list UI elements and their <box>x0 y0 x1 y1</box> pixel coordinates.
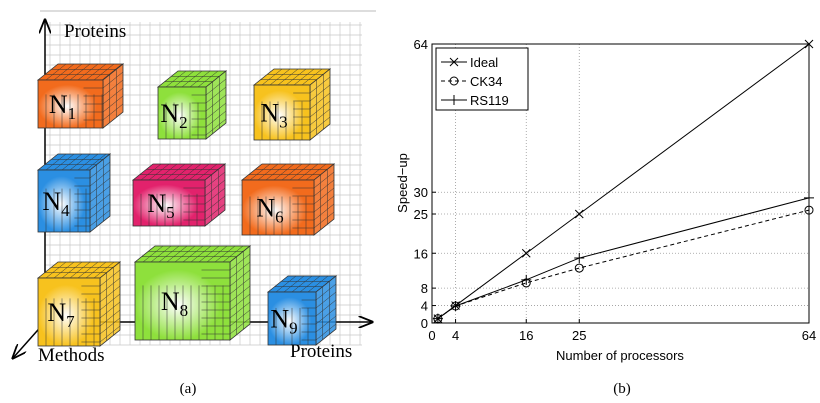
y-tick-label: 8 <box>421 281 428 296</box>
legend-label: RS119 <box>470 93 509 108</box>
cube: N1 <box>38 64 123 128</box>
x-tick-label: 4 <box>452 328 459 343</box>
node-subscript: 3 <box>279 113 288 132</box>
node-letter: N <box>260 99 279 128</box>
node-letter: N <box>160 99 179 128</box>
x-tick-label: 25 <box>572 328 586 343</box>
y-tick-label: 16 <box>414 246 428 261</box>
node-subscript: 7 <box>66 312 75 331</box>
y-tick-label: 25 <box>414 207 428 222</box>
node-subscript: 1 <box>68 104 77 123</box>
node-letter: N <box>256 194 275 223</box>
legend-label: CK34 <box>470 74 503 89</box>
node-letter: N <box>161 287 180 316</box>
cube: N4 <box>38 154 110 232</box>
figure: N1N2N3N4N5N6N7N8N9 Proteins Methods Prot… <box>0 0 820 403</box>
node-subscript: 6 <box>275 208 284 227</box>
node-letter: N <box>49 90 68 119</box>
axis-label: Proteins <box>290 341 352 362</box>
x-tick-label: 64 <box>802 328 816 343</box>
caption: (a) <box>180 381 197 397</box>
node-subscript: 5 <box>166 203 175 222</box>
cube: N9 <box>268 276 336 345</box>
axis-label: Methods <box>38 345 105 366</box>
y-tick-label: 64 <box>414 37 428 52</box>
cube: N8 <box>135 246 250 340</box>
legend-label: Ideal <box>470 55 498 70</box>
node-subscript: 4 <box>61 201 70 220</box>
cube: N6 <box>242 164 334 235</box>
cube: N5 <box>133 164 225 226</box>
node-letter: N <box>42 187 61 216</box>
y-tick-label: 0 <box>421 316 428 331</box>
caption: (b) <box>613 381 631 397</box>
cube: N2 <box>158 71 226 139</box>
legend: Ideal CK34 RS119 <box>436 48 528 110</box>
node-letter: N <box>47 298 66 327</box>
y-tick-label: 30 <box>414 185 428 200</box>
node-subscript: 9 <box>289 319 298 338</box>
cube: N7 <box>38 262 120 346</box>
y-axis-label: Speed−up <box>395 153 410 213</box>
cubes: N1N2N3N4N5N6N7N8N9 <box>38 64 336 346</box>
node-subscript: 8 <box>180 301 189 320</box>
node-subscript: 2 <box>179 113 188 132</box>
node-letter: N <box>147 189 166 218</box>
x-axis-label: Number of processors <box>556 348 684 363</box>
cube: N3 <box>254 69 330 140</box>
node-letter: N <box>270 305 289 334</box>
x-tick-label: 16 <box>519 328 533 343</box>
axis-label: Proteins <box>64 21 126 42</box>
x-tick-label: 0 <box>428 328 435 343</box>
y-tick-label: 4 <box>421 299 428 314</box>
